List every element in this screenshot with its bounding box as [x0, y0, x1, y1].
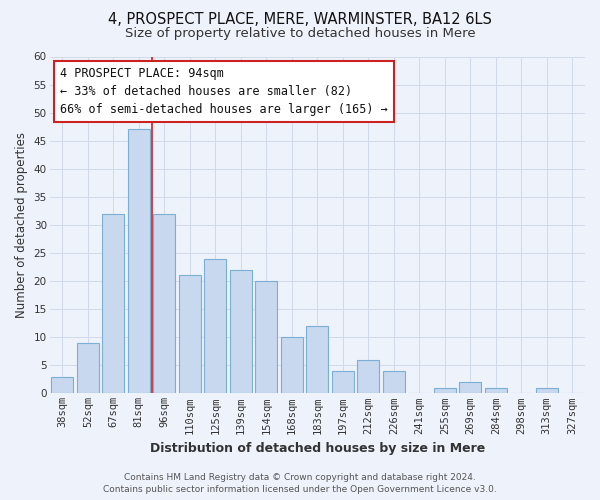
Bar: [128, 130, 149, 394]
Bar: [358, 360, 379, 394]
Text: Size of property relative to detached houses in Mere: Size of property relative to detached ho…: [125, 28, 475, 40]
Bar: [383, 371, 404, 394]
Bar: [307, 326, 328, 394]
Bar: [256, 281, 277, 394]
Bar: [434, 388, 455, 394]
Bar: [77, 343, 98, 394]
Bar: [281, 337, 302, 394]
Y-axis label: Number of detached properties: Number of detached properties: [15, 132, 28, 318]
Bar: [460, 382, 481, 394]
Bar: [332, 371, 353, 394]
Bar: [103, 214, 124, 394]
Bar: [179, 276, 200, 394]
Text: 4 PROSPECT PLACE: 94sqm
← 33% of detached houses are smaller (82)
66% of semi-de: 4 PROSPECT PLACE: 94sqm ← 33% of detache…: [60, 66, 388, 116]
Bar: [52, 376, 73, 394]
Text: 4, PROSPECT PLACE, MERE, WARMINSTER, BA12 6LS: 4, PROSPECT PLACE, MERE, WARMINSTER, BA1…: [108, 12, 492, 28]
Bar: [154, 214, 175, 394]
Bar: [205, 258, 226, 394]
Bar: [536, 388, 557, 394]
Bar: [230, 270, 251, 394]
Text: Contains HM Land Registry data © Crown copyright and database right 2024.
Contai: Contains HM Land Registry data © Crown c…: [103, 472, 497, 494]
Bar: [485, 388, 506, 394]
X-axis label: Distribution of detached houses by size in Mere: Distribution of detached houses by size …: [149, 442, 485, 455]
